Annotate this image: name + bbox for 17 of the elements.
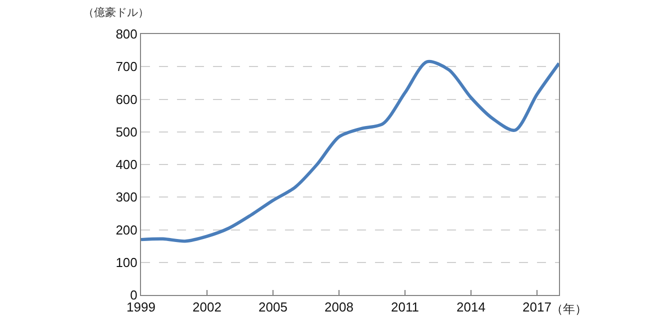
x-tick-label: 2014 [456, 300, 486, 315]
y-tick-label: 300 [116, 190, 138, 205]
y-tick-label: 500 [116, 124, 138, 140]
x-tick-label: 2005 [258, 300, 288, 315]
y-tick-label: 600 [116, 92, 138, 107]
y-tick-label: 700 [116, 59, 138, 74]
y-tick-label: 200 [116, 222, 138, 238]
y-tick-label: 100 [116, 254, 138, 270]
x-tick-label: 2008 [324, 300, 354, 315]
x-tick-label: 2017 [522, 300, 552, 315]
x-tick-label: 2011 [391, 300, 419, 315]
y-tick-label: 800 [116, 26, 138, 42]
line-series [141, 60, 559, 243]
y-axis-title: （億豪ドル） [83, 6, 149, 19]
x-tick-label: 2002 [192, 300, 222, 315]
y-tick-label: 400 [116, 157, 138, 172]
x-axis-title: （年） [551, 302, 587, 316]
